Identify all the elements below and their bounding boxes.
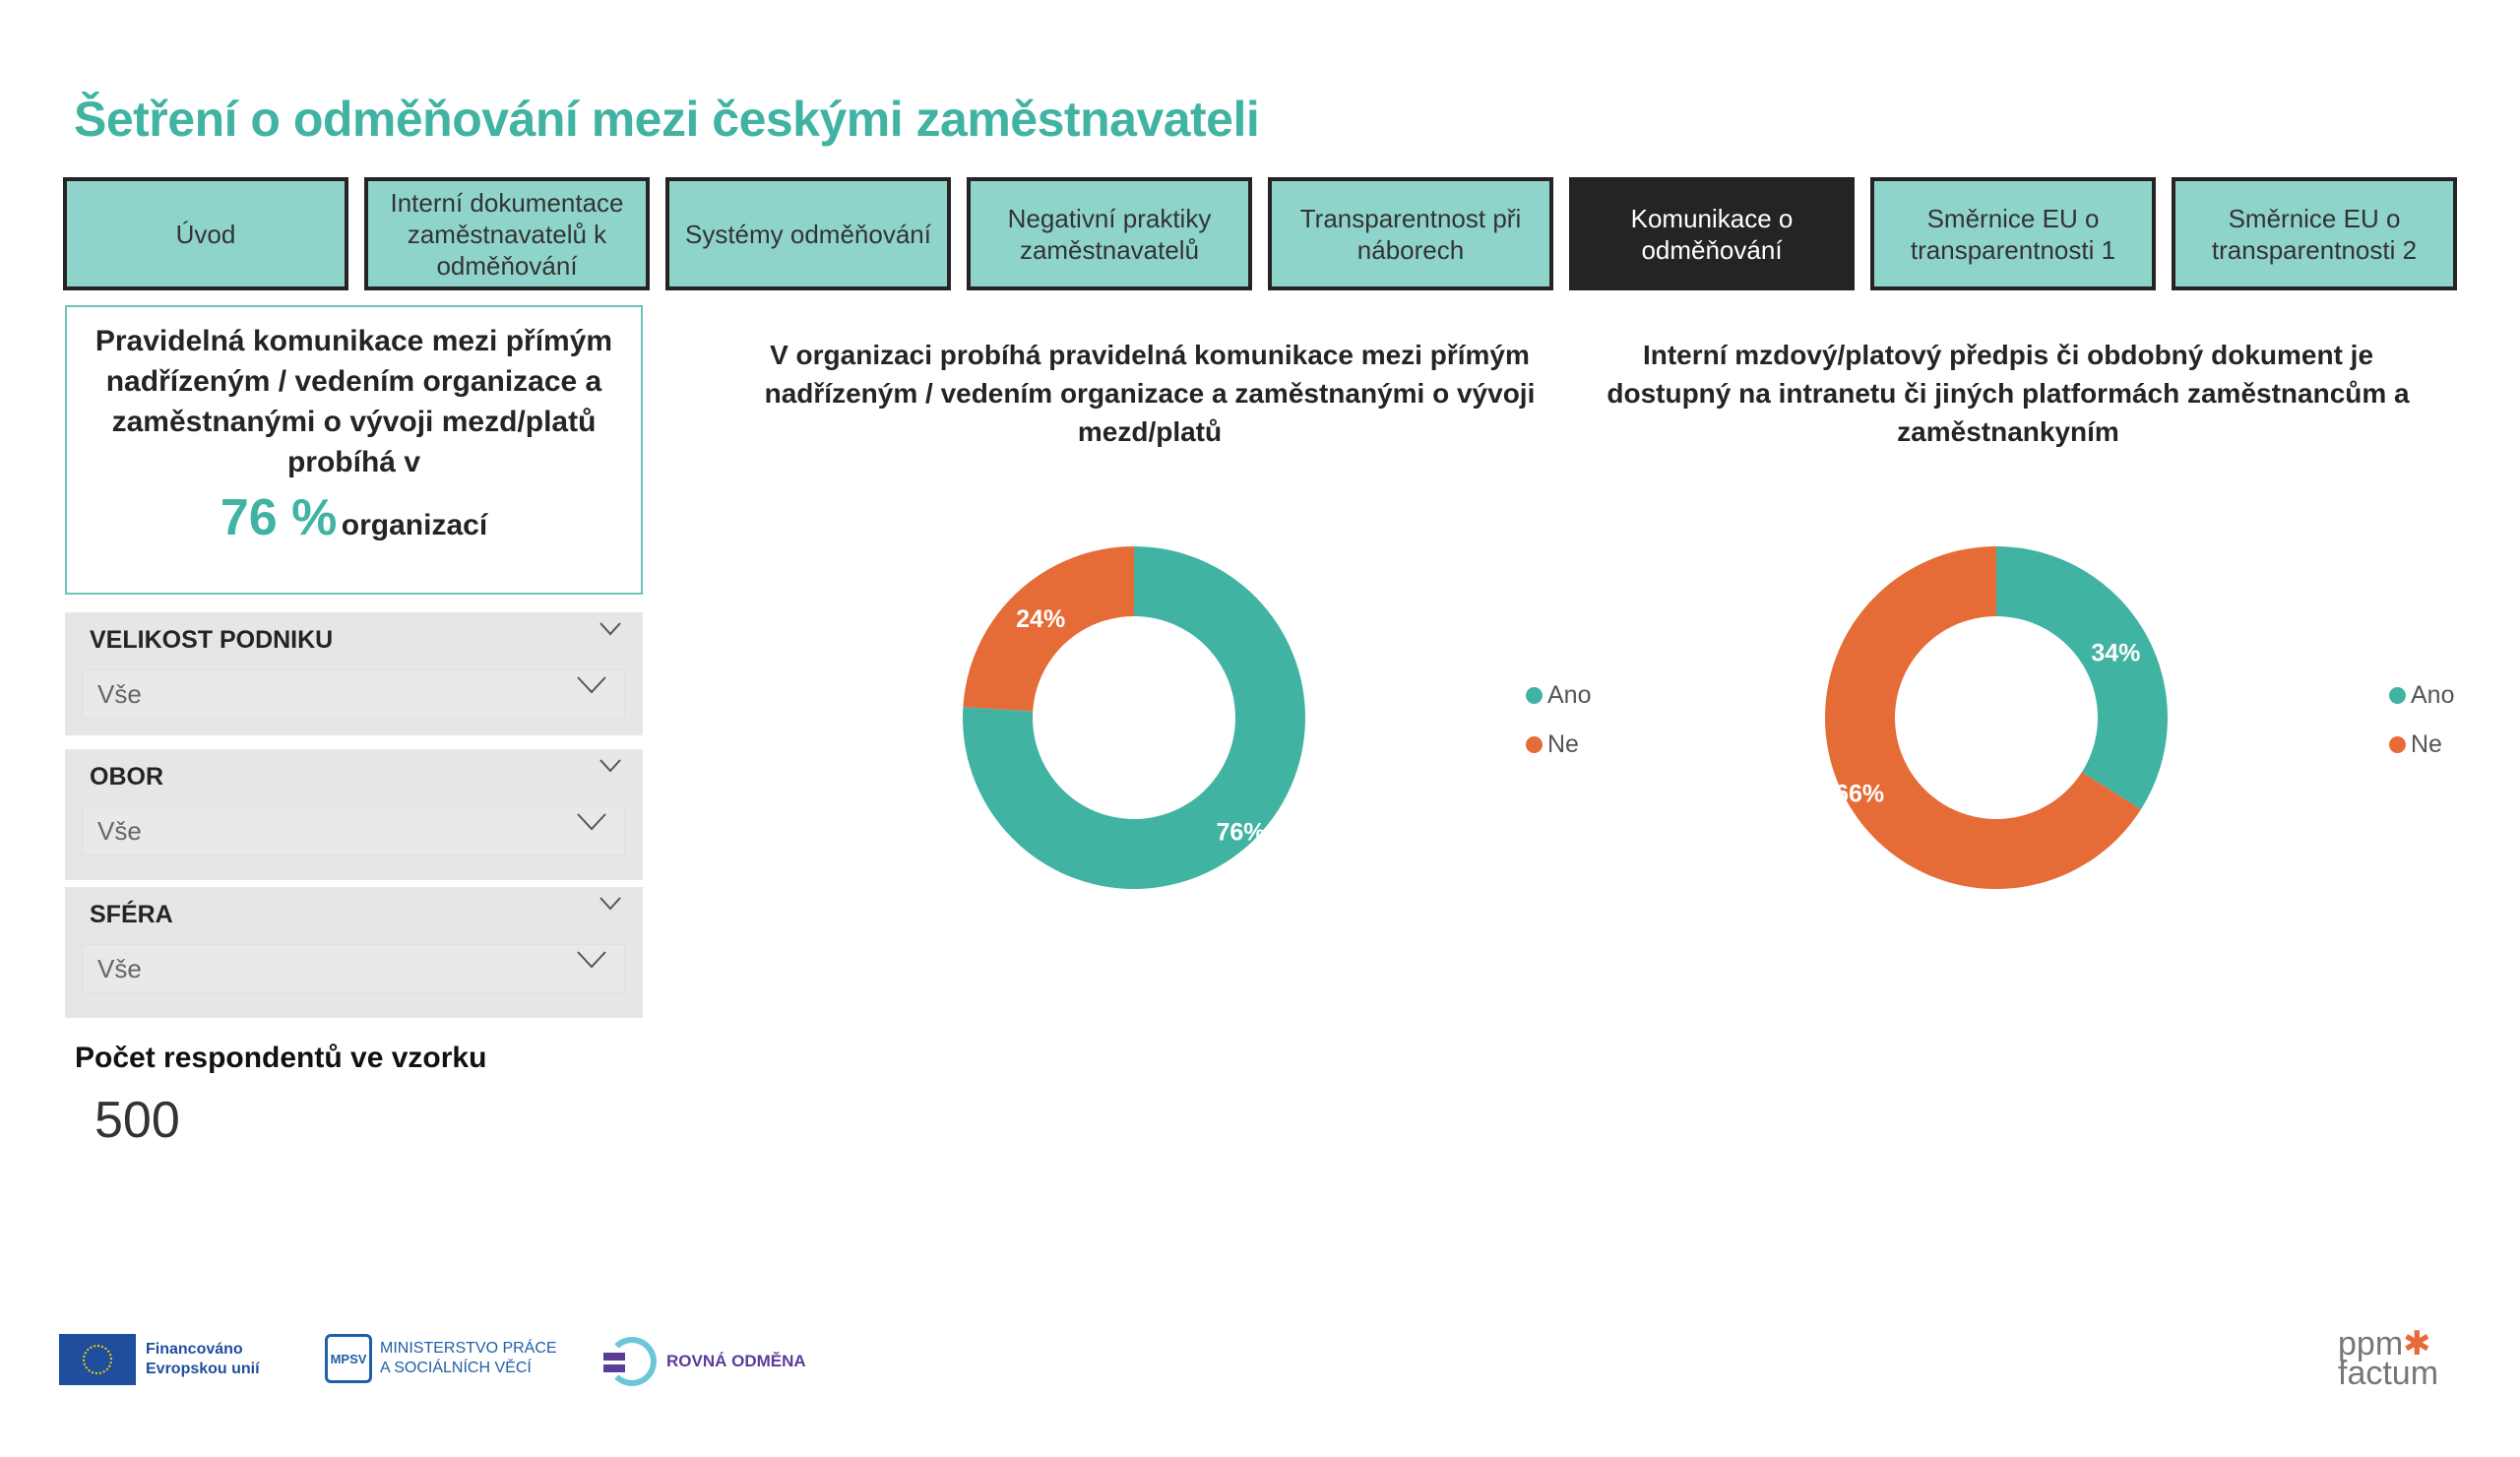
legend-label: Ne	[2411, 729, 2442, 758]
filter-dropdown[interactable]: Vše	[83, 806, 625, 855]
filter-value: Vše	[97, 816, 142, 846]
donut-slice-ano[interactable]	[962, 546, 1305, 889]
respondents-label: Počet respondentů ve vzorku	[75, 1042, 487, 1074]
collapse-chevron-icon[interactable]	[599, 759, 621, 773]
eu-text: Evropskou unií	[146, 1361, 260, 1377]
legend-dot-ne	[1526, 735, 1543, 753]
rovna-odmena-logo: ROVNÁ ODMĚNA	[603, 1337, 806, 1386]
respondents-value: 500	[94, 1092, 180, 1149]
kpi-unit: organizací	[341, 509, 488, 541]
donut-slice-ne[interactable]	[1825, 546, 2141, 889]
donut-slice-ne[interactable]	[963, 546, 1134, 712]
tab-7[interactable]: Směrnice EU o transparentnosti 1	[1870, 177, 2156, 290]
chart2-legend: Ano Ne	[2389, 670, 2454, 769]
rovna-odmena-text: ROVNÁ ODMĚNA	[666, 1352, 806, 1370]
filter-dropdown[interactable]: Vše	[83, 944, 625, 993]
page-title: Šetření o odměňování mezi českými zaměst…	[74, 92, 1260, 147]
data-label: 76%	[1216, 819, 1265, 847]
tab-2[interactable]: Interní dokumentace zaměstnavatelů k odm…	[364, 177, 650, 290]
legend-item-ne[interactable]: Ne	[1526, 720, 1591, 769]
data-label: 66%	[1835, 780, 1884, 807]
chart2-title: Interní mzdový/platový předpis či obdobn…	[1606, 340, 2410, 447]
mpsv-mark: MPSV	[325, 1334, 372, 1383]
kpi-card: Pravidelná komunikace mezi přímým nadříz…	[65, 305, 643, 595]
mpsv-logo: MPSV MINISTERSTVO PRÁCE A SOCIÁLNÍCH VĚC…	[325, 1334, 557, 1383]
collapse-chevron-icon[interactable]	[599, 622, 621, 636]
donut-slice-ano[interactable]	[1996, 546, 2168, 810]
kpi-value: 76 %	[220, 489, 338, 546]
filter-label: VELIKOST PODNIKU	[90, 626, 334, 654]
tab-6[interactable]: Komunikace o odměňování	[1569, 177, 1855, 290]
tab-4[interactable]: Negativní praktiky zaměstnavatelů	[967, 177, 1252, 290]
rovna-odmena-icon	[603, 1337, 657, 1386]
data-label: 24%	[1016, 605, 1065, 633]
filter-label: SFÉRA	[90, 901, 173, 928]
factum-text: factum	[2338, 1355, 2439, 1392]
filter-dropdown[interactable]: Vše	[83, 669, 625, 719]
chart1-title: V organizaci probíhá pravidelná komunika…	[764, 340, 1536, 447]
ppm-text: ppm	[2338, 1325, 2404, 1362]
tab-3[interactable]: Systémy odměňování	[665, 177, 951, 290]
chart1-legend: Ano Ne	[1526, 670, 1591, 769]
eu-logo: Financováno Evropskou unií	[59, 1334, 260, 1385]
chevron-down-icon	[577, 951, 606, 969]
tab-5[interactable]: Transparentnost při náborech	[1268, 177, 1553, 290]
filter-card: VELIKOST PODNIKU Vše	[65, 612, 643, 735]
legend-label: Ano	[2411, 680, 2455, 709]
tab-1[interactable]: Úvod	[63, 177, 348, 290]
filter-card: SFÉRA Vše	[65, 887, 643, 1018]
legend-dot-ano	[1526, 686, 1543, 704]
tab-8[interactable]: Směrnice EU o transparentnosti 2	[2172, 177, 2457, 290]
legend-item-ne[interactable]: Ne	[2389, 720, 2454, 769]
kpi-text: Pravidelná komunikace mezi přímým nadříz…	[94, 325, 613, 478]
ppm-factum-logo: ppm✱ factum	[2338, 1327, 2439, 1392]
legend-dot-ano	[2389, 686, 2406, 704]
eu-flag-icon	[59, 1334, 136, 1385]
mpsv-text: MINISTERSTVO PRÁCE	[380, 1340, 557, 1357]
mpsv-text: A SOCIÁLNÍCH VĚCÍ	[380, 1360, 532, 1376]
legend-label: Ano	[1547, 680, 1592, 709]
data-label: 34%	[2091, 639, 2140, 666]
eu-text: Financováno	[146, 1341, 243, 1358]
filter-value: Vše	[97, 679, 142, 709]
legend-dot-ne	[2389, 735, 2406, 753]
asterisk-icon: ✱	[2403, 1325, 2431, 1362]
legend-item-ano[interactable]: Ano	[2389, 670, 2454, 720]
collapse-chevron-icon[interactable]	[599, 897, 621, 911]
legend-label: Ne	[1547, 729, 1579, 758]
chevron-down-icon	[577, 813, 606, 831]
legend-item-ano[interactable]: Ano	[1526, 670, 1591, 720]
chevron-down-icon	[577, 676, 606, 694]
filter-card: OBOR Vše	[65, 749, 643, 880]
filter-value: Vše	[97, 954, 142, 983]
filter-label: OBOR	[90, 763, 163, 791]
